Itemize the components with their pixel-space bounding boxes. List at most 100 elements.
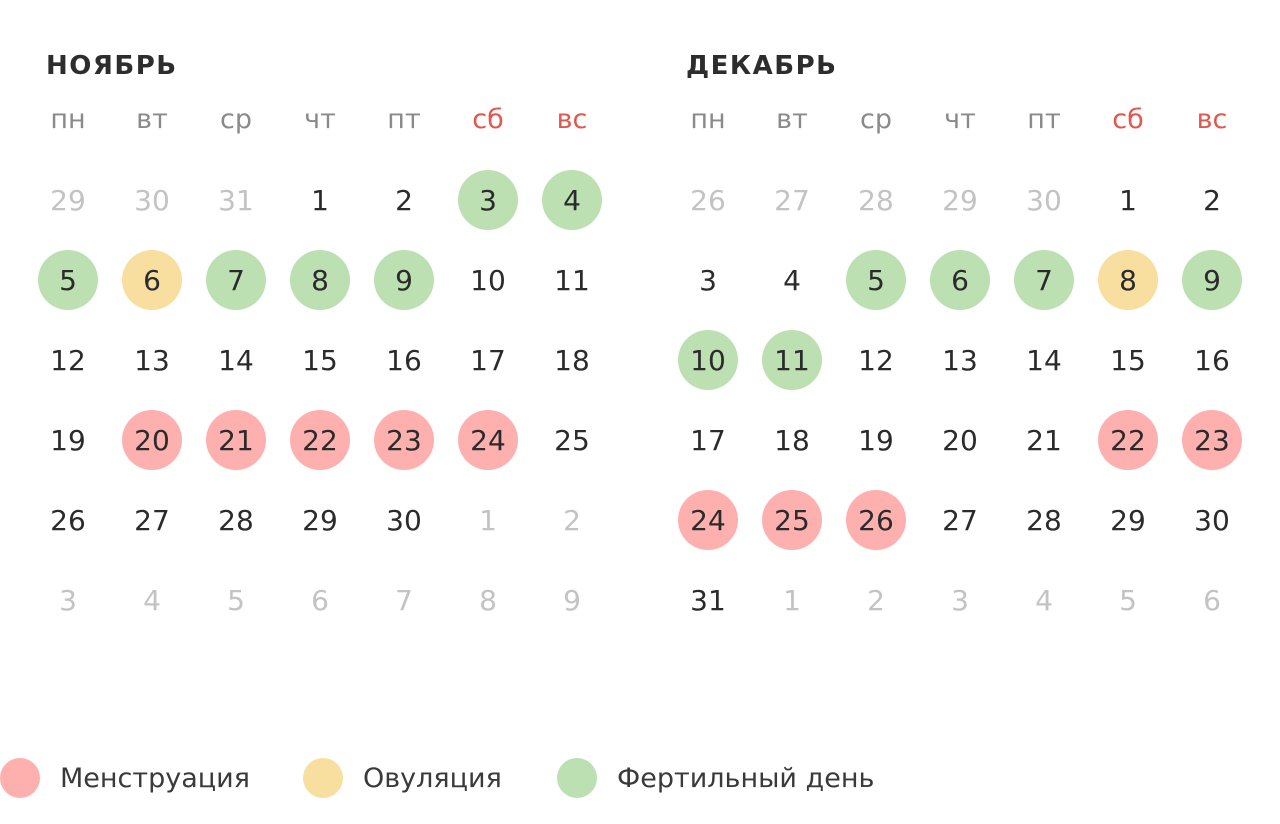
weekday-label: сб: [472, 104, 504, 135]
day-cell[interactable]: 10: [446, 240, 530, 320]
day-cell-menstruation[interactable]: 24: [446, 400, 530, 480]
day-cell[interactable]: 6: [1170, 560, 1254, 640]
day-cell-menstruation[interactable]: 24: [666, 480, 750, 560]
legend-label: Менструация: [60, 762, 250, 794]
day-cell[interactable]: 28: [834, 160, 918, 240]
day-cell-fertile[interactable]: 5: [834, 240, 918, 320]
day-cell-menstruation[interactable]: 20: [110, 400, 194, 480]
day-cell[interactable]: 26: [666, 160, 750, 240]
day-cell[interactable]: 17: [446, 320, 530, 400]
day-number: 9: [563, 583, 581, 617]
day-cell-menstruation[interactable]: 26: [834, 480, 918, 560]
day-cell[interactable]: 6: [278, 560, 362, 640]
day-cell[interactable]: 15: [1086, 320, 1170, 400]
day-cell[interactable]: 29: [918, 160, 1002, 240]
day-cell[interactable]: 1: [750, 560, 834, 640]
day-cell[interactable]: 21: [1002, 400, 1086, 480]
day-cell[interactable]: 27: [918, 480, 1002, 560]
day-cell[interactable]: 4: [750, 240, 834, 320]
day-cell[interactable]: 11: [530, 240, 614, 320]
day-cell[interactable]: 27: [110, 480, 194, 560]
day-cell[interactable]: 20: [918, 400, 1002, 480]
day-cell[interactable]: 19: [834, 400, 918, 480]
day-cell[interactable]: 14: [1002, 320, 1086, 400]
day-cell[interactable]: 13: [110, 320, 194, 400]
day-cell[interactable]: 26: [26, 480, 110, 560]
day-cell-menstruation[interactable]: 23: [362, 400, 446, 480]
day-cell[interactable]: 3: [26, 560, 110, 640]
day-cell[interactable]: 30: [1170, 480, 1254, 560]
day-cell[interactable]: 30: [110, 160, 194, 240]
day-cell[interactable]: 4: [1002, 560, 1086, 640]
day-cell[interactable]: 3: [666, 240, 750, 320]
day-cell[interactable]: 31: [666, 560, 750, 640]
day-cell[interactable]: 1: [278, 160, 362, 240]
day-number: 10: [470, 263, 506, 297]
day-cell[interactable]: 13: [918, 320, 1002, 400]
day-cell[interactable]: 18: [750, 400, 834, 480]
day-cell-fertile[interactable]: 5: [26, 240, 110, 320]
day-cell[interactable]: 12: [26, 320, 110, 400]
day-number: 25: [762, 490, 822, 550]
day-cell[interactable]: 30: [1002, 160, 1086, 240]
day-cell[interactable]: 8: [446, 560, 530, 640]
day-cell[interactable]: 16: [1170, 320, 1254, 400]
day-cell[interactable]: 29: [26, 160, 110, 240]
day-cell-fertile[interactable]: 8: [278, 240, 362, 320]
day-number: 13: [942, 343, 978, 377]
day-cell[interactable]: 2: [834, 560, 918, 640]
day-cell-fertile[interactable]: 6: [918, 240, 1002, 320]
day-cell-fertile[interactable]: 10: [666, 320, 750, 400]
day-cell[interactable]: 5: [194, 560, 278, 640]
day-cell-fertile[interactable]: 11: [750, 320, 834, 400]
day-cell-fertile[interactable]: 3: [446, 160, 530, 240]
day-cell-menstruation[interactable]: 21: [194, 400, 278, 480]
day-cell[interactable]: 1: [446, 480, 530, 560]
day-cell[interactable]: 2: [530, 480, 614, 560]
day-cell-menstruation[interactable]: 25: [750, 480, 834, 560]
day-cell[interactable]: 1: [1086, 160, 1170, 240]
day-cell-ovulation[interactable]: 8: [1086, 240, 1170, 320]
day-cell[interactable]: 18: [530, 320, 614, 400]
day-cell[interactable]: 19: [26, 400, 110, 480]
day-cell[interactable]: 15: [278, 320, 362, 400]
day-cell-menstruation[interactable]: 23: [1170, 400, 1254, 480]
weekday-label: пн: [690, 104, 726, 135]
day-cell[interactable]: 31: [194, 160, 278, 240]
day-number: 26: [846, 490, 906, 550]
day-number: 23: [374, 410, 434, 470]
day-number: 4: [542, 170, 602, 230]
day-cell[interactable]: 28: [1002, 480, 1086, 560]
day-cell[interactable]: 16: [362, 320, 446, 400]
day-cell-fertile[interactable]: 9: [362, 240, 446, 320]
day-cell[interactable]: 29: [1086, 480, 1170, 560]
day-number: 31: [218, 183, 254, 217]
day-number: 1: [1119, 183, 1137, 217]
day-number: 7: [395, 583, 413, 617]
day-cell[interactable]: 30: [362, 480, 446, 560]
day-cell[interactable]: 3: [918, 560, 1002, 640]
day-cell[interactable]: 14: [194, 320, 278, 400]
day-cell-fertile[interactable]: 9: [1170, 240, 1254, 320]
day-cell-fertile[interactable]: 7: [194, 240, 278, 320]
day-cell-menstruation[interactable]: 22: [1086, 400, 1170, 480]
day-cell[interactable]: 9: [530, 560, 614, 640]
day-cell[interactable]: 7: [362, 560, 446, 640]
day-number: 9: [1182, 250, 1242, 310]
day-cell[interactable]: 5: [1086, 560, 1170, 640]
legend-item-ovulation: Овуляция: [303, 758, 502, 798]
day-cell[interactable]: 4: [110, 560, 194, 640]
day-cell[interactable]: 29: [278, 480, 362, 560]
day-cell[interactable]: 28: [194, 480, 278, 560]
day-cell[interactable]: 2: [1170, 160, 1254, 240]
day-cell[interactable]: 2: [362, 160, 446, 240]
day-cell-ovulation[interactable]: 6: [110, 240, 194, 320]
day-number: 2: [1203, 183, 1221, 217]
day-cell-menstruation[interactable]: 22: [278, 400, 362, 480]
day-cell[interactable]: 25: [530, 400, 614, 480]
day-cell[interactable]: 17: [666, 400, 750, 480]
day-cell-fertile[interactable]: 7: [1002, 240, 1086, 320]
day-cell[interactable]: 12: [834, 320, 918, 400]
day-cell-fertile[interactable]: 4: [530, 160, 614, 240]
day-cell[interactable]: 27: [750, 160, 834, 240]
